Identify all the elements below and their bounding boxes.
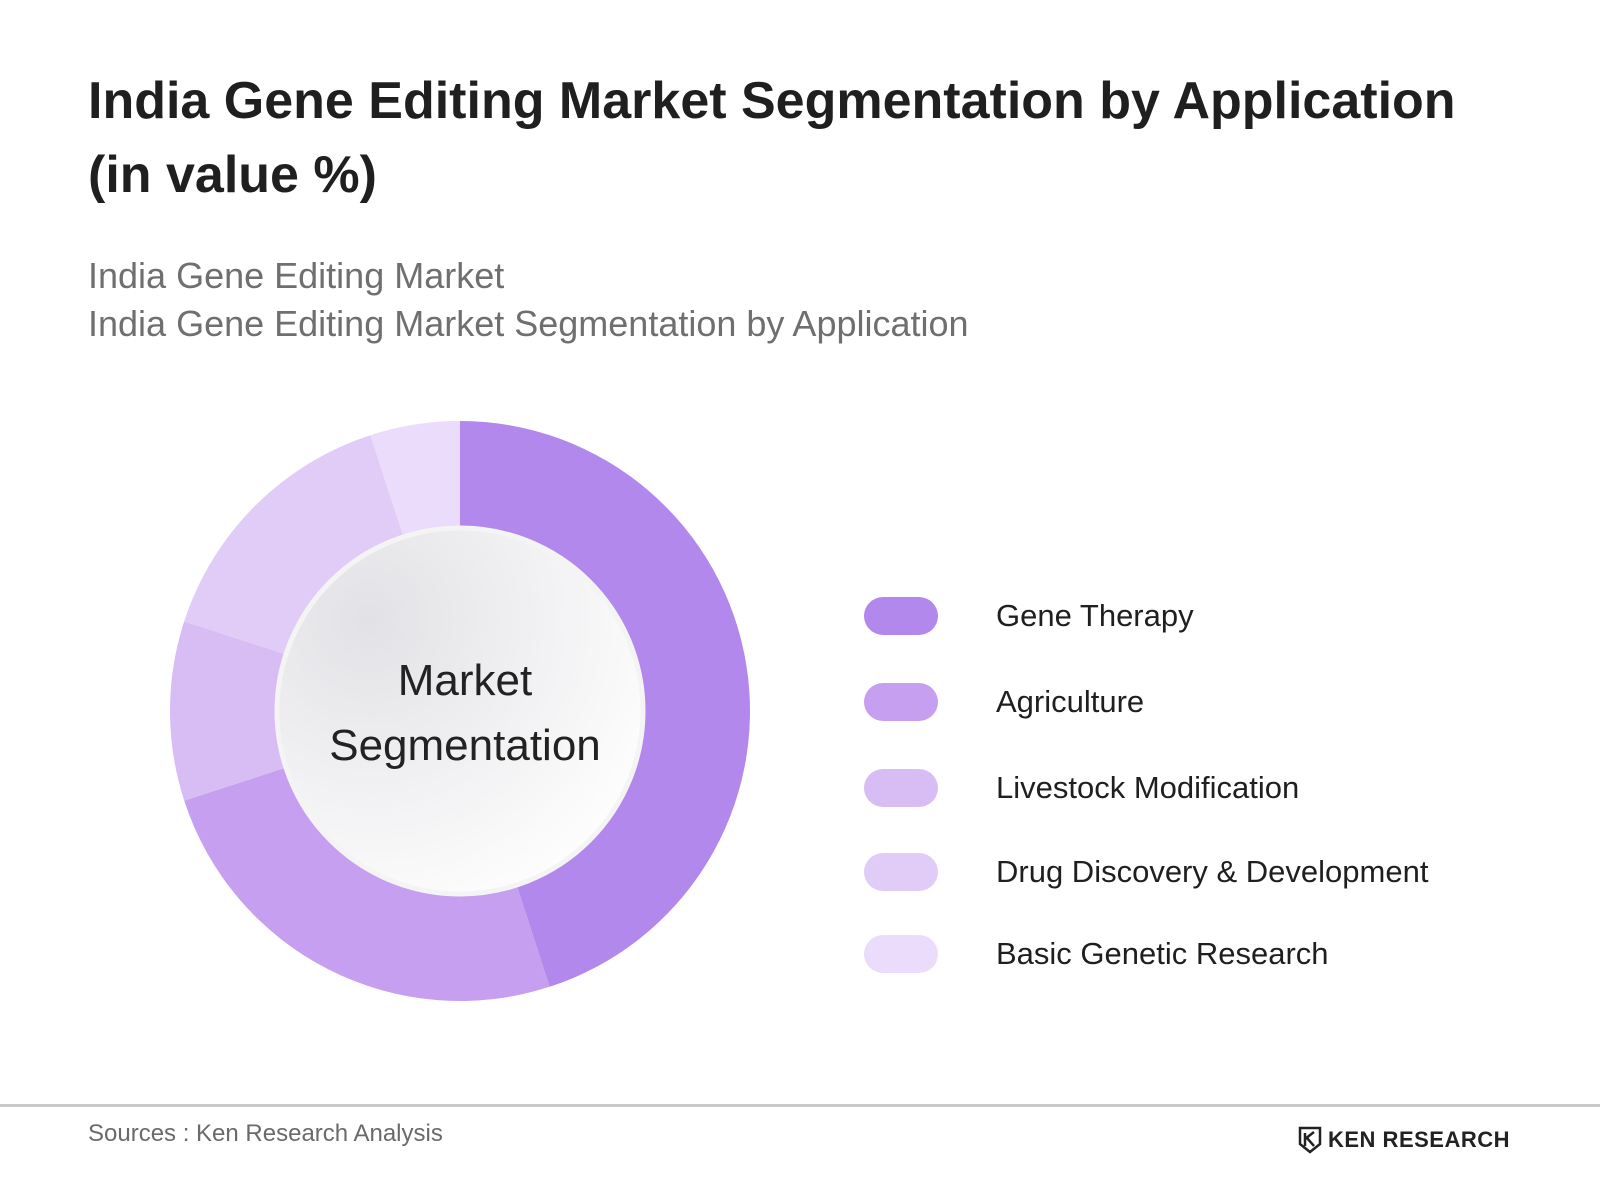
legend-item-drug-discovery: Drug Discovery & Development (864, 852, 1428, 892)
legend-item-basic-genetic-research: Basic Genetic Research (864, 934, 1329, 974)
legend-label: Agriculture (996, 684, 1145, 719)
chart-subtitle: India Gene Editing Market India Gene Edi… (88, 252, 1388, 348)
legend-label: Gene Therapy (996, 598, 1194, 633)
legend-item-livestock-modification: Livestock Modification (864, 768, 1299, 808)
donut-slices (170, 421, 751, 1001)
center-label-line-2: Segmentation (329, 721, 601, 770)
legend-swatch (864, 769, 938, 807)
legend-swatch (864, 683, 938, 721)
legend-label: Drug Discovery & Development (996, 854, 1429, 889)
donut-slice-gene-therapy (460, 421, 751, 987)
donut-slice-agriculture (184, 767, 550, 1001)
donut-slice-basic-genetic-research (370, 421, 460, 538)
ken-research-logo-icon (1298, 1126, 1322, 1154)
brand-logo: KEN RESEARCH (1298, 1124, 1510, 1156)
center-label-line-1: Market (398, 656, 532, 705)
donut-slice-drug-discovery-development (184, 435, 404, 655)
legend-item-agriculture: Agriculture (864, 682, 1144, 722)
legend-swatch (864, 853, 938, 891)
subtitle-line-2: India Gene Editing Market Segmentation b… (88, 303, 969, 344)
subtitle-line-1: India Gene Editing Market (88, 255, 505, 296)
brand-name: KEN RESEARCH (1328, 1127, 1511, 1152)
legend-label: Basic Genetic Research (996, 936, 1329, 971)
legend-item-gene-therapy: Gene Therapy (864, 596, 1194, 636)
donut-chart: Market Segmentation (170, 421, 751, 1001)
chart-title: India Gene Editing Market Segmentation b… (88, 72, 1456, 204)
footer-divider (0, 1104, 1600, 1107)
donut-slice-livestock-modification (170, 621, 287, 801)
legend-swatch (864, 935, 938, 973)
donut-center-disc (274, 525, 646, 897)
legend-label: Livestock Modification (996, 770, 1300, 805)
legend-swatch (864, 597, 938, 635)
source-note: Sources : Ken Research Analysis (88, 1120, 443, 1147)
